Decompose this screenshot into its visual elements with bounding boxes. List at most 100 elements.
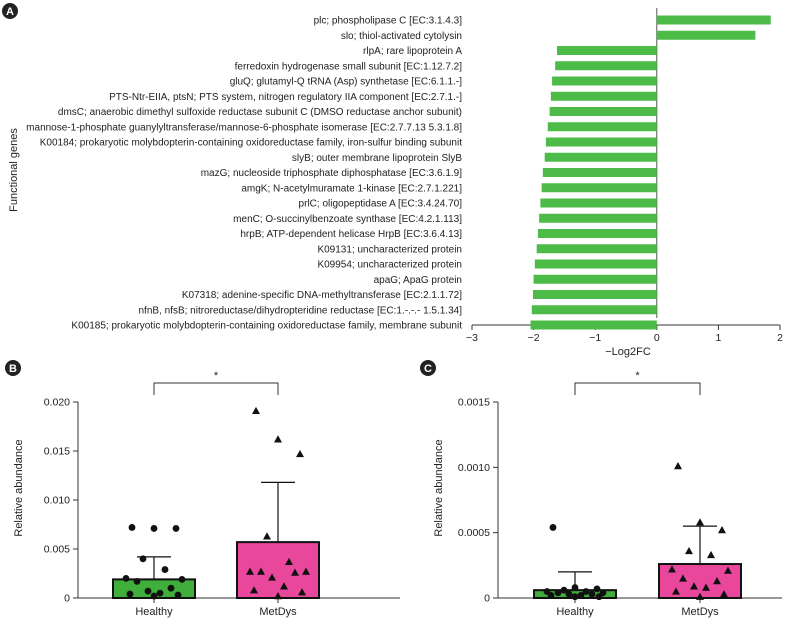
panel-a-category-label: plc; phospholipase C [EC:3.1.4.3] xyxy=(314,16,463,27)
panel-b-point xyxy=(250,586,258,594)
panel-a-category-label: dmsC; anaerobic dimethyl sulfoxide reduc… xyxy=(58,107,462,118)
panel-label-b: B xyxy=(5,360,21,376)
panel-b-y-tick-label: 0.015 xyxy=(44,446,70,458)
panel-label-c: C xyxy=(420,360,436,376)
panel-b-y-tick-label: 0.020 xyxy=(44,397,70,409)
panel-b-point xyxy=(274,592,282,600)
panel-b-x-tick-label: MetDys xyxy=(259,606,297,618)
panel-b-point xyxy=(274,435,282,443)
panel-c-point xyxy=(560,586,568,594)
panel-c-point xyxy=(672,587,680,595)
panel-c-point xyxy=(571,593,579,601)
panel-a-x-tick-label: −3 xyxy=(466,332,478,344)
panel-b-point xyxy=(252,406,260,415)
panel-a-category-label: ferredoxin hydrogenase small subunit [EC… xyxy=(235,61,463,72)
panel-a-category-label: slo; thiol-activated cytolysin xyxy=(341,31,462,42)
panel-a-category-label: menC; O-succinylbenzoate synthase [EC:4.… xyxy=(233,214,462,225)
panel-b-point xyxy=(144,587,152,595)
panel-a-bar xyxy=(544,152,657,162)
panel-a-bar xyxy=(530,320,657,330)
panel-label-a-text: A xyxy=(6,6,14,18)
panel-a-x-tick-label: 1 xyxy=(715,332,721,344)
panel-c-point xyxy=(720,590,728,598)
panel-b-point xyxy=(156,589,164,597)
panel-b-point xyxy=(150,592,158,600)
panel-b-point xyxy=(298,588,306,596)
panel-b-chart: Relative abundance 0 0.005 0.010 0.015 0.020… xyxy=(13,370,400,618)
panel-c-point xyxy=(685,546,693,555)
panel-a-category-label: K00184; prokaryotic molybdopterin-contai… xyxy=(40,138,462,149)
panel-b-point xyxy=(296,449,304,458)
panel-a-bar xyxy=(542,168,657,177)
panel-c-significance-marker: * xyxy=(635,370,640,382)
panel-label-c-text: C xyxy=(424,363,432,375)
panel-c-point xyxy=(549,524,557,531)
panel-b-y-axis-label: Relative abundance xyxy=(13,439,25,536)
panel-c-point xyxy=(668,565,676,573)
panel-a-bar xyxy=(557,46,657,55)
panel-c-y-tick-label: 0.0005 xyxy=(458,527,490,539)
panel-a-category-label: PTS-Ntr-EIIA, ptsN; PTS system, nitrogen… xyxy=(109,92,462,103)
panel-c-y-tick-label: 0 xyxy=(484,593,490,605)
panel-a-category-label: K09131; uncharacterized protein xyxy=(317,244,462,255)
panel-b-point xyxy=(172,525,180,532)
panel-c-point xyxy=(582,588,590,595)
panel-c-point xyxy=(724,566,732,574)
panel-b-point xyxy=(302,567,310,575)
panel-a-bar xyxy=(552,76,657,86)
panel-a-bar xyxy=(531,305,657,315)
panel-a-bar xyxy=(555,61,657,71)
panel-a-bar xyxy=(539,213,657,223)
panel-a-bar xyxy=(532,290,657,299)
panel-label-b-text: B xyxy=(9,363,17,375)
panel-a-bar xyxy=(550,91,657,101)
panel-c-point xyxy=(713,577,721,585)
panel-a-x-tick-label: 0 xyxy=(654,332,660,344)
panel-b-point xyxy=(139,555,147,563)
panel-a-x-tick-label: −1 xyxy=(589,332,601,344)
panel-a-bar xyxy=(545,137,657,147)
panel-c-point xyxy=(702,583,710,591)
panel-a-category-label: mannose-1-phosphate guanylyltransferase/… xyxy=(26,122,462,133)
panel-b-point xyxy=(285,557,293,565)
panel-c-point xyxy=(595,593,603,601)
panel-b-point xyxy=(161,566,169,573)
panel-a-category-label: hrpB; ATP-dependent helicase HrpB [EC:3.… xyxy=(240,229,462,240)
panel-b-point xyxy=(280,582,288,590)
panel-a-category-label: K07318; adenine-specific DNA-methyltrans… xyxy=(182,290,462,301)
panel-a-bar xyxy=(656,30,756,40)
panel-a-bar xyxy=(533,274,657,284)
panel-a-category-label: apaG; ApaG protein xyxy=(374,275,462,286)
panel-a-category-label: K09954; uncharacterized protein xyxy=(317,260,462,271)
panel-c-point xyxy=(696,518,704,526)
panel-a-category-label: mazG; nucleoside triphosphate diphosphat… xyxy=(201,168,462,179)
panel-b-significance-bracket xyxy=(153,382,279,395)
panel-a-y-axis-label: Functional genes xyxy=(8,128,20,212)
panel-a-x-tick-label: −2 xyxy=(528,332,540,344)
panel-a-category-label: amgK; N-acetylmuramate 1-kinase [EC:2.7.… xyxy=(241,183,462,194)
panel-c-point xyxy=(571,584,579,591)
panel-b-x-tick-label: Healthy xyxy=(135,606,173,618)
panel-c-point xyxy=(554,589,562,597)
panel-a-bar xyxy=(549,107,657,116)
panel-a-x-tick-label: 2 xyxy=(777,332,783,344)
panel-b-point xyxy=(178,575,186,583)
panel-c-point xyxy=(547,591,555,599)
panel-a-category-label: gluQ; glutamyl-Q tRNA (Asp) synthetase [… xyxy=(230,77,463,88)
panel-c-point xyxy=(577,591,585,599)
panel-a-bar xyxy=(534,259,657,269)
panel-c-point xyxy=(679,574,687,582)
panel-c-point xyxy=(718,526,726,534)
panel-b-point xyxy=(268,573,276,581)
panel-c-x-tick-label: Healthy xyxy=(556,606,594,618)
panel-a-category-label: rlpA; rare lipoprotein A xyxy=(363,46,462,57)
panel-c-y-axis-label: Relative abundance xyxy=(433,439,445,536)
panel-a-bar xyxy=(536,244,657,254)
panel-a-bar xyxy=(541,183,657,193)
panel-c-y-tick-label: 0.0015 xyxy=(458,397,490,409)
panel-c-point xyxy=(674,462,682,470)
panel-b-y-tick-label: 0.005 xyxy=(44,544,70,556)
panel-c-x-tick-label: MetDys xyxy=(681,606,719,618)
panel-a-bar xyxy=(547,122,657,132)
